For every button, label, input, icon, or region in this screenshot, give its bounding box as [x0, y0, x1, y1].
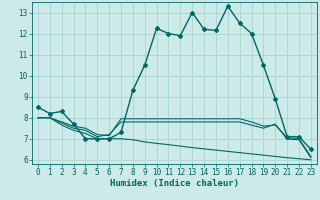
- X-axis label: Humidex (Indice chaleur): Humidex (Indice chaleur): [110, 179, 239, 188]
